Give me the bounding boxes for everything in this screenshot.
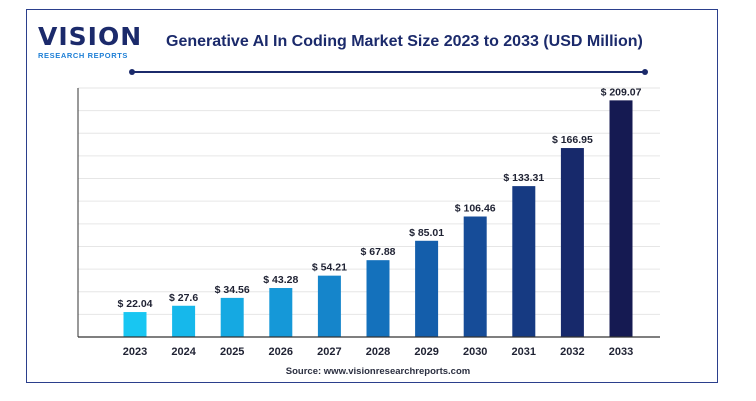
value-label-2028: $ 67.88 (360, 246, 395, 258)
x-tick-2025: 2025 (220, 346, 244, 358)
x-tick-2029: 2029 (414, 346, 438, 358)
chart-title: Generative AI In Coding Market Size 2023… (166, 33, 643, 50)
divider-dot-left (129, 69, 135, 75)
divider-dot-right (642, 69, 648, 75)
value-label-2030: $ 106.46 (455, 203, 496, 215)
x-tick-2026: 2026 (269, 346, 293, 358)
value-label-2026: $ 43.28 (263, 274, 298, 286)
brand-logo: VISION RESEARCH REPORTS (38, 22, 143, 61)
logo-tagline: RESEARCH REPORTS (38, 51, 129, 60)
x-tick-labels: 2023 2024 2025 2026 2027 2028 2029 2030 2031 2032… (123, 346, 633, 358)
bar-2029 (415, 240, 439, 337)
x-tick-2027: 2027 (317, 346, 341, 358)
value-label-2033: $ 209.07 (601, 86, 642, 98)
bar-2032 (560, 148, 584, 337)
bar-2030 (463, 216, 487, 337)
value-label-2027: $ 54.21 (312, 262, 347, 274)
bar-2028 (366, 260, 390, 337)
x-tick-2024: 2024 (171, 346, 196, 358)
value-label-2025: $ 34.56 (215, 284, 250, 296)
logo-wordmark: VISION (38, 22, 143, 51)
bar-2023 (123, 312, 147, 337)
value-labels: $ 22.04 $ 27.6 $ 34.56 $ 43.28 $ 54.21 $ 67.8… (117, 86, 641, 310)
bar-2025 (220, 297, 244, 337)
value-label-2023: $ 22.04 (117, 298, 152, 310)
value-label-2031: $ 133.31 (503, 172, 544, 184)
source-note: Source: www.visionresearchreports.com (285, 366, 471, 377)
bar-2026 (269, 288, 293, 337)
bar-2024 (172, 305, 196, 337)
bar-2033 (609, 100, 633, 337)
value-label-2032: $ 166.95 (552, 134, 593, 146)
x-tick-2032: 2032 (560, 346, 584, 358)
bar-2027 (317, 275, 341, 337)
x-tick-2023: 2023 (123, 346, 147, 358)
value-label-2029: $ 85.01 (409, 227, 444, 239)
x-tick-2031: 2031 (512, 346, 536, 358)
bar-2031 (512, 186, 536, 337)
value-label-2024: $ 27.6 (169, 292, 198, 304)
bars (123, 100, 633, 337)
x-tick-2028: 2028 (366, 346, 390, 358)
x-tick-2030: 2030 (463, 346, 487, 358)
x-tick-2033: 2033 (609, 346, 633, 358)
title-divider (129, 69, 648, 75)
